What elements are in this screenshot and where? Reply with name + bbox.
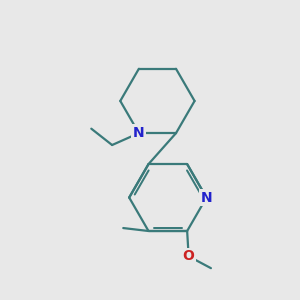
Text: N: N bbox=[201, 190, 212, 205]
Text: N: N bbox=[133, 126, 145, 140]
Text: O: O bbox=[183, 249, 195, 263]
